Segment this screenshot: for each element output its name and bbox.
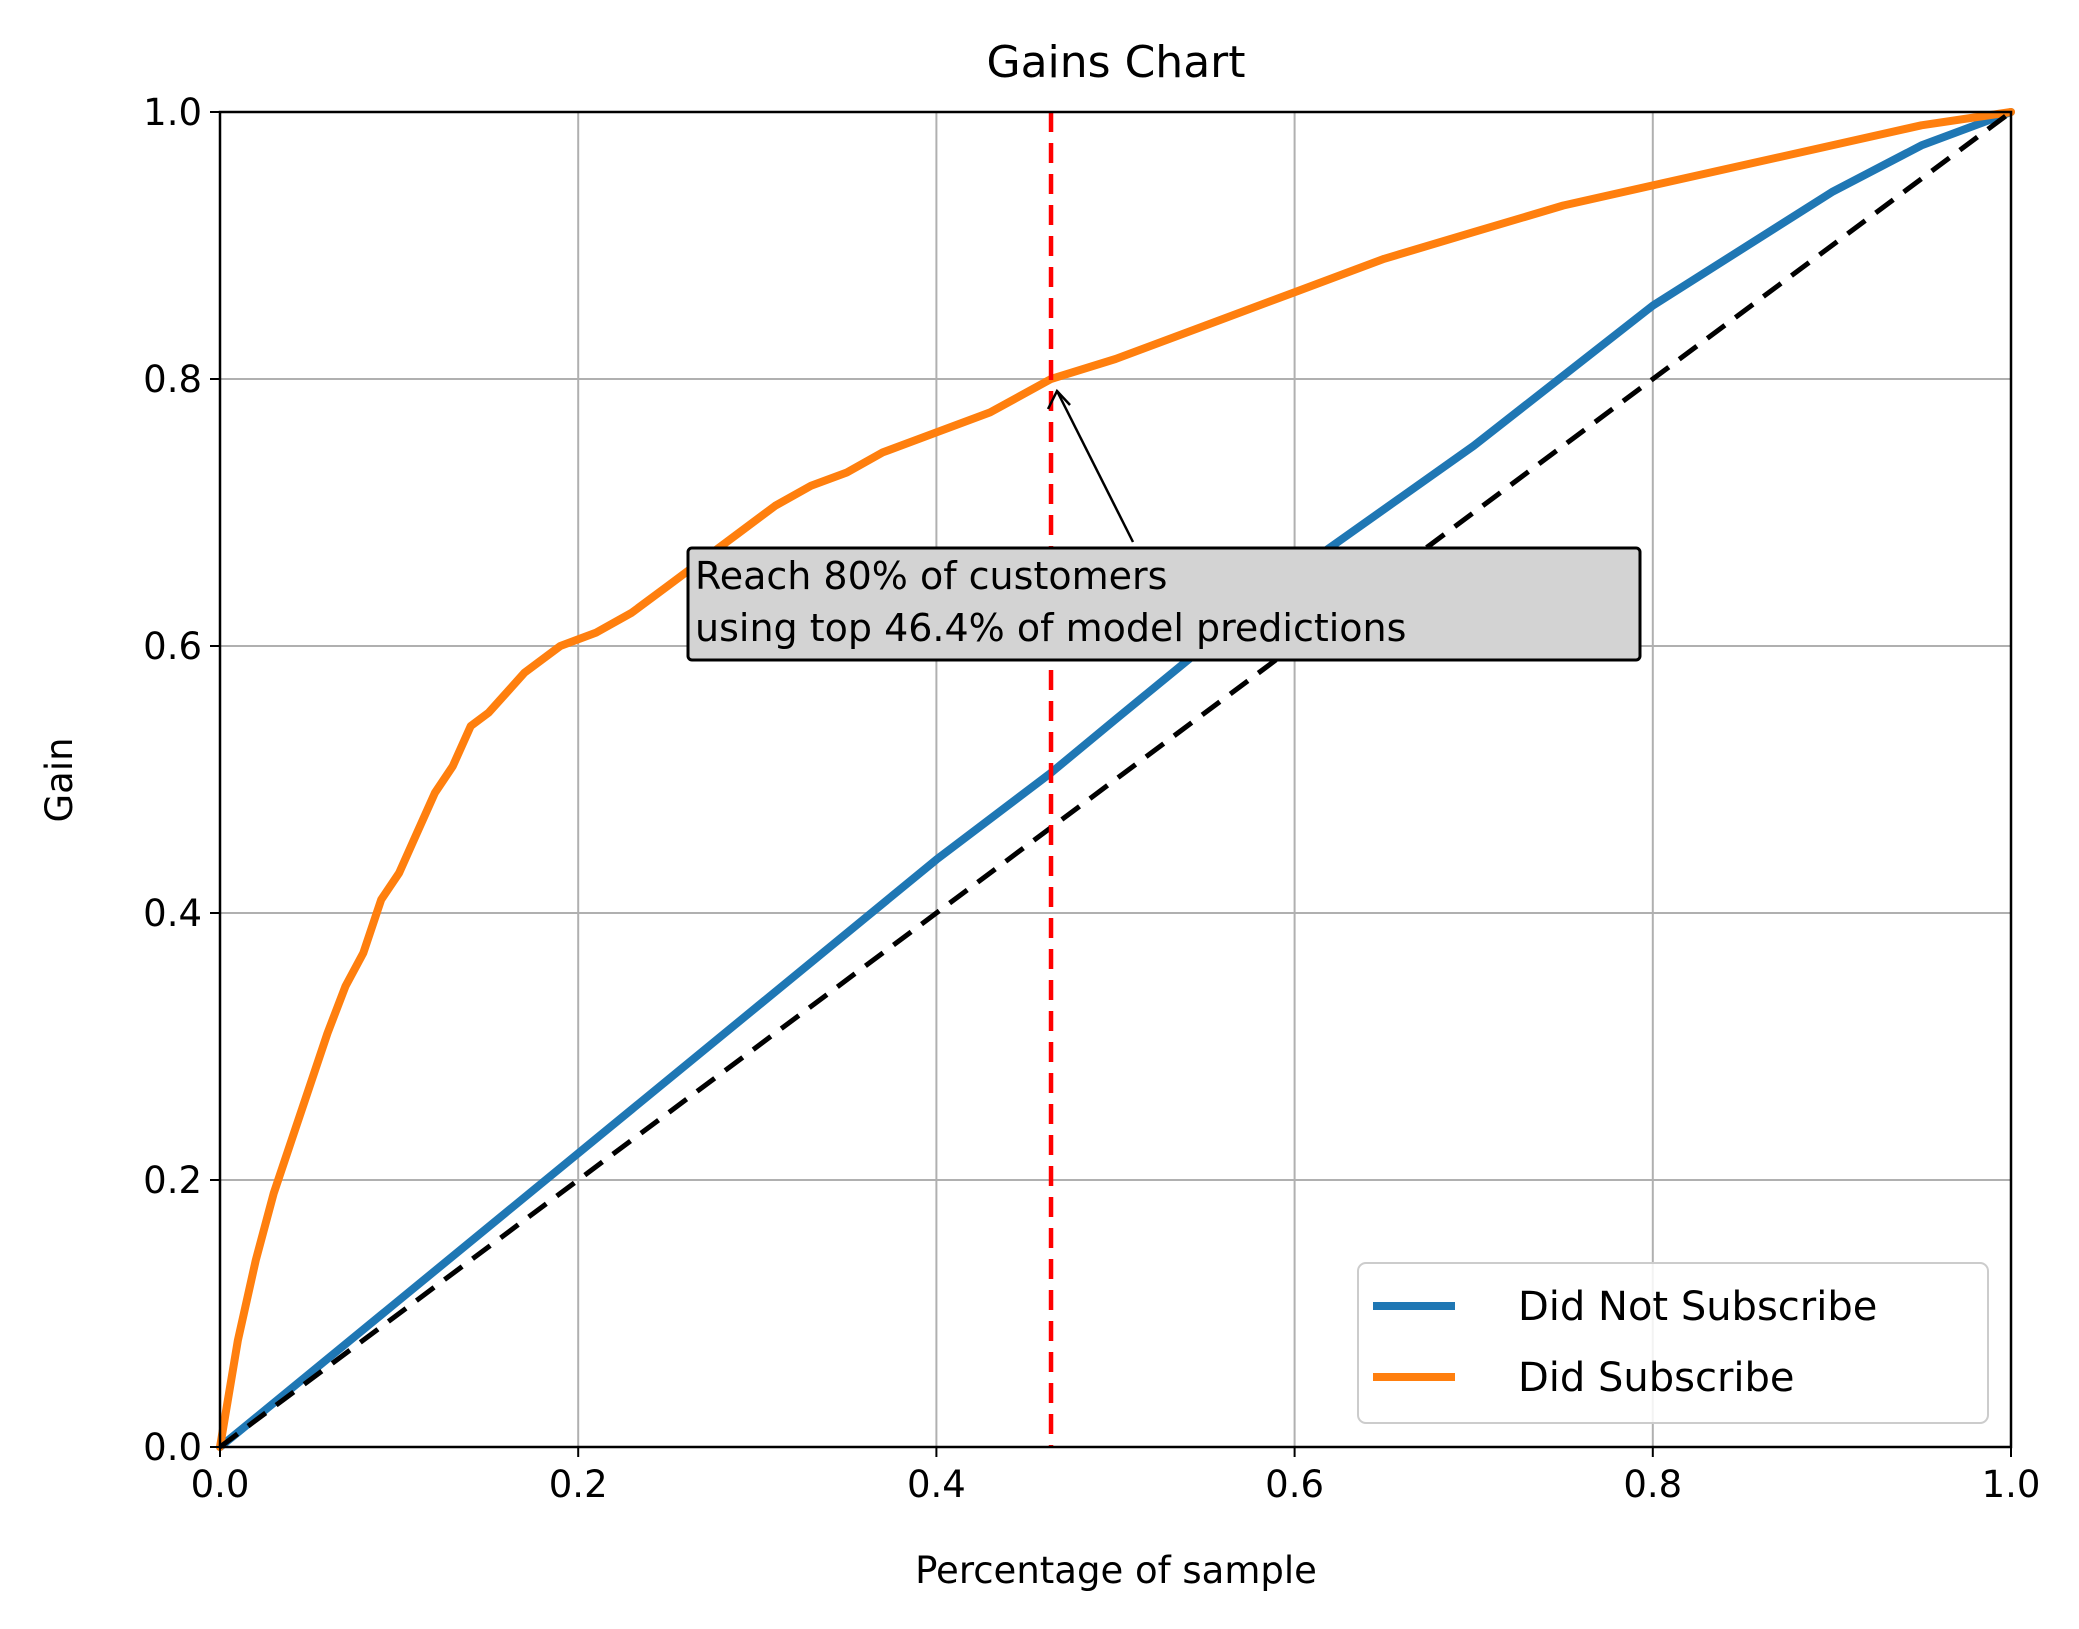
y-axis-label: Gain [38, 737, 81, 822]
y-tick-label: 1.0 [143, 91, 202, 134]
series-line-did-subscribe [216, 108, 2015, 1451]
plot-frame [218, 110, 2013, 1449]
chart-title: Gains Chart [987, 37, 1246, 88]
y-tick-label: 0.6 [143, 625, 202, 668]
x-tick-label: 0.4 [907, 1463, 966, 1506]
y-tick-label: 0.2 [143, 1159, 202, 1202]
x-tick-label: 0.8 [1623, 1463, 1682, 1506]
annotation-text-line: using top 46.4% of model predictions [695, 606, 1406, 650]
y-tick-label: 0.4 [143, 892, 202, 935]
y-tick-label: 0.0 [143, 1426, 202, 1469]
legend-box [1357, 1262, 1989, 1424]
annotation: Reach 80% of customers using top 46.4% of… [686, 388, 1642, 662]
x-tick-label: 0.6 [1265, 1463, 1324, 1506]
annotation-arrow-head [1046, 388, 1071, 410]
legend-label: Did Not Subscribe [1518, 1284, 1877, 1330]
x-tick-label: 0.2 [549, 1463, 608, 1506]
legend: Did Not Subscribe Did Subscribe [1357, 1262, 1989, 1424]
annotation-text-line: Reach 80% of customers [695, 554, 1167, 598]
ticks: 0.0 0.2 0.4 0.6 0.8 1.0 0.0 0.2 0.4 0.6 0.8 1.0 [143, 91, 2040, 1506]
y-tick-label: 0.8 [143, 358, 202, 401]
x-tick-label: 1.0 [1982, 1463, 2041, 1506]
series-group [216, 108, 2015, 1451]
annotation-box [686, 546, 1642, 662]
legend-label: Did Subscribe [1518, 1355, 1795, 1401]
baseline-line [218, 109, 2013, 1450]
annotation-arrow-shaft [1055, 390, 1135, 543]
x-tick-label: 0.0 [191, 1463, 250, 1506]
x-axis-label: Percentage of sample [915, 1549, 1317, 1592]
series-line-did-not-subscribe [216, 108, 2015, 1451]
